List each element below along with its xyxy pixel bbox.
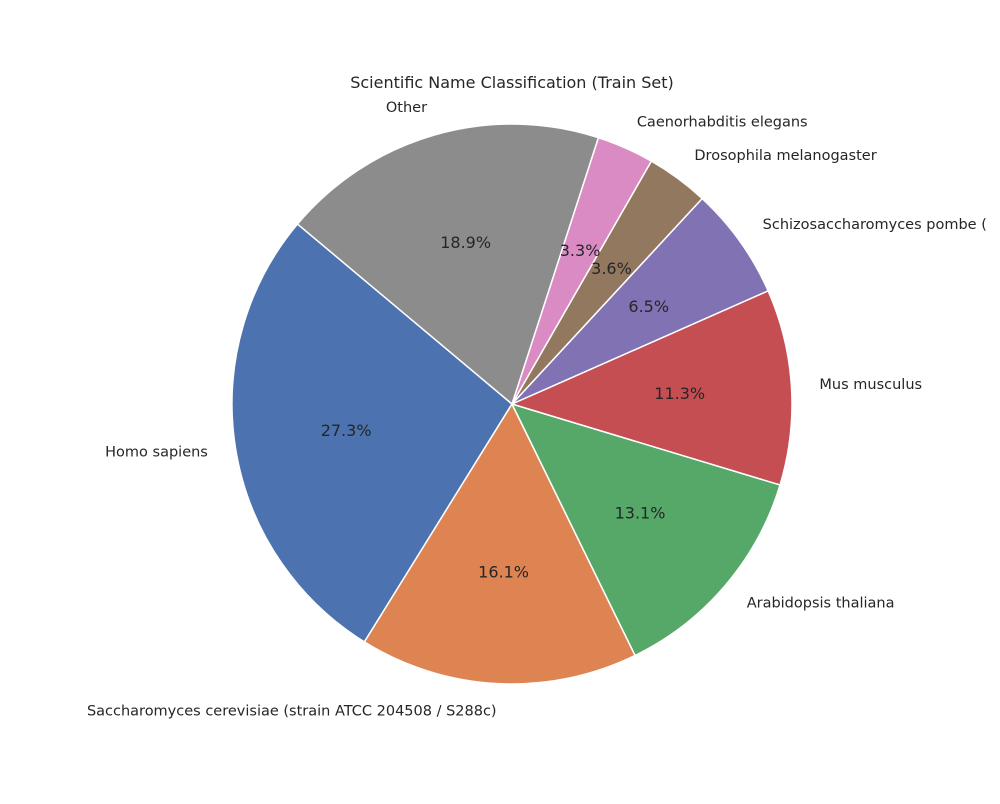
pie-slices — [231, 123, 793, 685]
pie-percent-label: 13.1% — [615, 503, 666, 522]
pie-slice-label: Arabidopsis thaliana — [747, 595, 895, 611]
pie-percent-label: 16.1% — [478, 562, 529, 581]
pie-percent-labels: 27.3% 16.1% 13.1% 11.3% 6.5% 3.6%3.3% 18.9% — [321, 233, 705, 581]
pie-slice-label: Saccharomyces cerevisiae (strain ATCC 20… — [87, 704, 497, 720]
pie-percent-label: 3.6% — [591, 259, 632, 278]
pie-slice — [231, 223, 513, 643]
pie-slice — [511, 197, 769, 405]
chart-title: Scientific Name Classification (Train Se… — [350, 73, 674, 92]
pie-slice-label: Homo sapiens — [105, 445, 208, 461]
pie-slice-label: Caenorhabditis elegans — [637, 114, 808, 130]
pie-percent-label: 11.3% — [654, 384, 705, 403]
pie-slice-label: Mus musculus — [819, 377, 922, 393]
pie-slice — [511, 403, 781, 657]
pie-slice-labels: Homo sapiens Saccharomyces cerevisiae (st… — [87, 100, 987, 720]
pie-slice — [363, 403, 636, 685]
pie-percent-label: 18.9% — [440, 233, 491, 252]
pie-slice-label: Drosophila melanogaster — [694, 148, 876, 164]
pie-slice — [296, 123, 600, 405]
pie-percent-label: 3.3% — [560, 241, 601, 260]
pie-slice-label: Other — [386, 100, 427, 116]
pie-percent-label: 6.5% — [628, 297, 669, 316]
pie-slice — [511, 290, 793, 486]
pie-percent-label: 27.3% — [321, 421, 372, 440]
pie-slice-label: Schizosaccharomyces pombe ( — [763, 217, 987, 233]
